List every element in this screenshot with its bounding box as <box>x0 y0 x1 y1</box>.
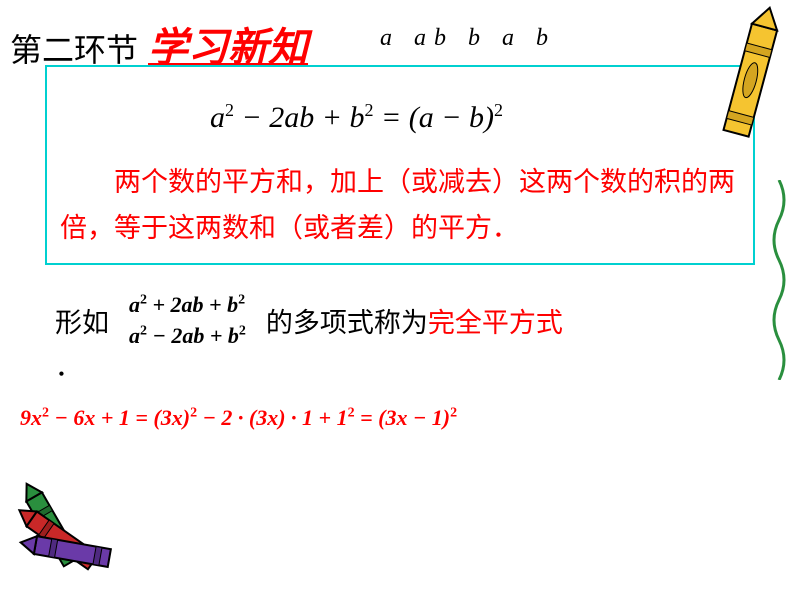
perfect-square-dot: ． <box>55 345 82 384</box>
crayon-yellow-icon <box>714 5 784 165</box>
curl-decoration-icon <box>769 180 789 380</box>
explanation-text: 两个数的平方和，加上（或减去）这两个数的积的两倍，等于这两数和（或者差）的平方． <box>60 160 750 252</box>
perfect-square-prefix: 形如 <box>55 301 109 340</box>
crayons-group-icon <box>5 471 135 591</box>
perfect-square-definition: 形如 a2 + 2ab + b2 a2 − 2ab + b2 的多项式称为完全平… <box>55 290 563 352</box>
perfect-square-formulas: a2 + 2ab + b2 a2 − 2ab + b2 <box>129 290 246 352</box>
example-formula: 9x2 − 6x + 1 = (3x)2 − 2 · (3x) · 1 + 12… <box>20 405 457 431</box>
formula-minus: a2 − 2ab + b2 = (a − b)2 <box>210 100 503 135</box>
garbled-overlay-text: a ab b a b <box>380 25 556 52</box>
perfect-square-suffix: 的多项式称为完全平方式 <box>266 301 563 340</box>
